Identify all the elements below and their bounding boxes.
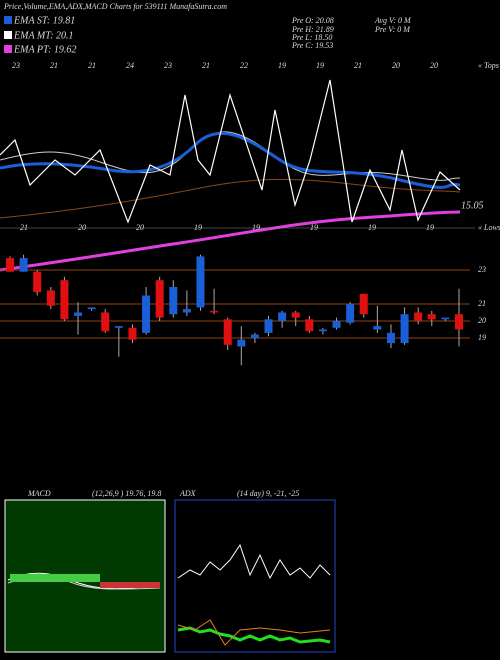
candle-body	[182, 309, 191, 313]
candle-body	[87, 307, 96, 310]
top-label: 22	[240, 61, 248, 70]
top-label: 21	[88, 61, 96, 70]
y-tick-label: 23	[478, 265, 486, 274]
candle-body	[278, 312, 287, 321]
candle-body	[169, 287, 178, 315]
candle-body	[223, 319, 232, 345]
candle-body	[427, 314, 436, 320]
candle-body	[155, 280, 164, 318]
di-plus-line	[177, 626, 331, 644]
top-label: 21	[50, 61, 58, 70]
candle-body	[346, 304, 355, 323]
top-label: 21	[202, 61, 210, 70]
candle-body	[250, 334, 259, 338]
stat: Avg V: 0 M	[374, 16, 412, 25]
legend-entry: EMA ST: 19.81	[13, 15, 75, 26]
top-label: 20	[430, 61, 438, 70]
candle-body	[373, 326, 382, 330]
candle-body	[60, 280, 69, 320]
top-label: 21	[354, 61, 362, 70]
stat: Pre V: 0 M	[374, 25, 411, 34]
candle-body	[237, 339, 246, 347]
low-label: 19	[426, 223, 434, 232]
candle-body	[114, 326, 123, 328]
candle-body	[210, 310, 219, 313]
low-label: 21	[20, 223, 28, 232]
stat: Pre O: 20.08	[291, 16, 334, 25]
legend-swatch	[4, 31, 12, 39]
candle-body	[6, 258, 14, 272]
stat: Pre H: 21.89	[291, 25, 334, 34]
adx-params: (14 day) 9, -21, -25	[237, 489, 299, 498]
low-label: 19	[368, 223, 376, 232]
stat: Pre L: 18.50	[291, 33, 332, 42]
ema-line	[0, 178, 461, 219]
candle-body	[46, 290, 55, 306]
candle-body	[441, 317, 450, 320]
price-line	[0, 79, 461, 224]
low-label: 19	[310, 223, 318, 232]
candle-body	[414, 312, 423, 321]
candle-body	[196, 256, 205, 308]
candle-body	[305, 319, 314, 332]
candle-body	[264, 319, 273, 333]
tops-label: « Tops	[478, 61, 499, 70]
candle-body	[101, 312, 110, 332]
macd-title: MACD	[27, 489, 51, 498]
macd-params: (12,26,9 ) 19.76, 19.8	[92, 489, 161, 498]
stat: Pre C: 19.53	[291, 41, 333, 50]
candle-body	[33, 271, 42, 293]
candle-body	[359, 293, 368, 315]
chart-title: Price,Volume,EMA,ADX,MACD Charts for 539…	[3, 2, 227, 11]
low-label: 19	[194, 223, 202, 232]
candle-body	[332, 321, 341, 328]
candle-body	[291, 312, 300, 318]
candle-body	[318, 329, 327, 332]
low-label: 20	[136, 223, 144, 232]
macd-hist	[10, 574, 100, 582]
low-label: 19	[252, 223, 260, 232]
candle-body	[19, 258, 28, 272]
lows-label: « Lows	[478, 223, 500, 232]
candle-body	[142, 295, 151, 333]
candle-body	[400, 314, 409, 344]
ema-mt-line	[0, 131, 461, 181]
top-label: 23	[164, 61, 172, 70]
candle-body	[74, 312, 83, 316]
y-tick-label: 19	[478, 333, 486, 342]
macd-hist	[100, 582, 160, 588]
legend-swatch	[4, 45, 12, 53]
y-tick-label: 20	[478, 316, 486, 325]
legend-swatch	[4, 16, 12, 24]
di-minus-line	[177, 619, 331, 646]
top-label: 20	[392, 61, 400, 70]
adx-line	[177, 543, 331, 580]
adx-title: ADX	[179, 489, 197, 498]
candle-body	[455, 314, 463, 330]
candle-body	[386, 332, 395, 344]
top-label: 19	[316, 61, 324, 70]
top-label: 24	[126, 61, 134, 70]
legend-entry: EMA PT: 19.62	[13, 44, 76, 55]
low-label: 20	[78, 223, 86, 232]
top-label: 19	[278, 61, 286, 70]
candle-body	[128, 327, 137, 340]
y-tick-label: 21	[478, 299, 486, 308]
ema-st-line	[0, 131, 461, 189]
legend-entry: EMA MT: 20.1	[13, 30, 74, 41]
top-label: 23	[12, 61, 20, 70]
last-price: 15.05	[461, 200, 484, 211]
